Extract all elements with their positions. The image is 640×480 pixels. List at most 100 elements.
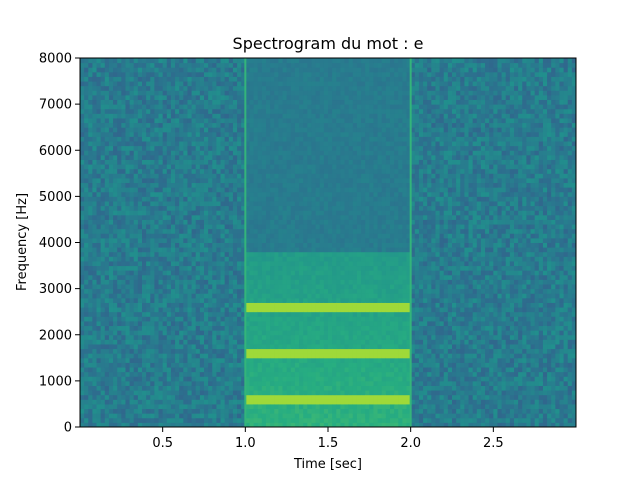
heatmap-cell: [96, 113, 102, 119]
heatmap-cell: [204, 297, 209, 303]
heatmap-cell: [108, 417, 114, 423]
heatmap-cell: [323, 334, 329, 340]
heatmap-cell: [220, 94, 226, 101]
heatmap-cell: [84, 164, 89, 170]
heatmap-cell: [286, 390, 292, 396]
heatmap-cell: [245, 413, 250, 419]
heatmap-cell: [137, 214, 143, 220]
heatmap-cell: [88, 76, 93, 82]
heatmap-cell: [195, 288, 201, 294]
heatmap-cell: [108, 117, 114, 124]
heatmap-cell: [137, 288, 143, 294]
heatmap-cell: [96, 127, 102, 133]
heatmap-cell: [96, 200, 102, 207]
heatmap-cell: [191, 154, 197, 160]
heatmap-cell: [274, 159, 279, 165]
heatmap-cell: [237, 104, 242, 110]
heatmap-cell: [92, 182, 98, 188]
heatmap-cell: [315, 85, 321, 91]
heatmap-cell: [170, 159, 176, 165]
heatmap-cell: [315, 145, 321, 151]
heatmap-cell: [117, 58, 122, 64]
heatmap-cell: [332, 214, 337, 220]
heatmap-cell: [179, 141, 184, 147]
heatmap-cell: [232, 228, 238, 234]
heatmap-cell: [237, 76, 242, 82]
heatmap-cell: [216, 270, 222, 276]
heatmap-cell: [261, 348, 267, 354]
heatmap-cell: [129, 380, 135, 386]
heatmap-cell: [253, 159, 259, 165]
heatmap-cell: [129, 256, 135, 262]
heatmap-cell: [232, 94, 238, 101]
heatmap-cell: [92, 362, 98, 368]
heatmap-cell: [175, 164, 180, 170]
heatmap-cell: [241, 348, 246, 354]
heatmap-cell: [96, 417, 102, 423]
heatmap-cell: [315, 260, 321, 267]
heatmap-cell: [121, 85, 126, 91]
heatmap-cell: [179, 256, 184, 262]
heatmap-cell: [137, 422, 143, 428]
heatmap-cell: [88, 113, 93, 119]
heatmap-cell: [129, 403, 135, 410]
heatmap-cell: [195, 196, 201, 202]
heatmap-cell: [303, 399, 308, 405]
heatmap-cell: [299, 168, 304, 174]
heatmap-cell: [108, 168, 114, 174]
heatmap-cell: [125, 417, 131, 423]
heatmap-cell: [125, 117, 131, 124]
heatmap-cell: [224, 94, 230, 101]
heatmap-cell: [266, 191, 271, 197]
heatmap-cell: [170, 191, 176, 197]
heatmap-cell: [228, 104, 234, 110]
heatmap-cell: [261, 81, 267, 87]
heatmap-cell: [220, 399, 226, 405]
heatmap-cell: [270, 182, 275, 188]
heatmap-cell: [278, 348, 284, 354]
heatmap-cell: [253, 343, 259, 350]
heatmap-cell: [121, 67, 126, 73]
heatmap-cell: [187, 325, 193, 331]
heatmap-cell: [332, 205, 337, 211]
heatmap-cell: [319, 288, 325, 294]
heatmap-cell: [129, 177, 135, 184]
heatmap-cell: [170, 164, 176, 170]
heatmap-cell: [183, 145, 188, 151]
heatmap-cell: [270, 362, 275, 368]
heatmap-cell: [113, 334, 118, 340]
heatmap-cell: [146, 390, 151, 396]
heatmap-cell: [274, 62, 279, 68]
heatmap-cell: [142, 200, 147, 207]
heatmap-cell: [191, 256, 197, 262]
heatmap-cell: [282, 330, 288, 336]
heatmap-cell: [253, 145, 259, 151]
heatmap-cell: [133, 177, 139, 184]
heatmap-cell: [228, 362, 234, 368]
heatmap-cell: [278, 417, 284, 423]
heatmap-cell: [133, 196, 139, 202]
heatmap-cell: [270, 117, 275, 124]
heatmap-cell: [278, 76, 284, 82]
heatmap-cell: [125, 187, 131, 193]
heatmap-cell: [108, 399, 114, 405]
heatmap-cell: [212, 422, 217, 428]
heatmap-cell: [100, 233, 106, 239]
heatmap-cell: [84, 339, 89, 345]
heatmap-cell: [154, 371, 160, 377]
heatmap-cell: [80, 67, 85, 73]
heatmap-cell: [146, 90, 151, 96]
heatmap-cell: [270, 233, 275, 239]
heatmap-cell: [232, 307, 238, 313]
heatmap-cell: [286, 85, 292, 91]
heatmap-cell: [294, 200, 300, 207]
heatmap-cell: [183, 58, 188, 64]
heatmap-cell: [270, 76, 275, 82]
heatmap-cell: [257, 214, 263, 220]
heatmap-cell: [166, 94, 172, 101]
heatmap-cell: [154, 76, 160, 82]
heatmap-cell: [332, 274, 337, 280]
heatmap-cell: [274, 293, 279, 299]
heatmap-cell: [88, 219, 93, 225]
heatmap-cell: [100, 390, 106, 396]
